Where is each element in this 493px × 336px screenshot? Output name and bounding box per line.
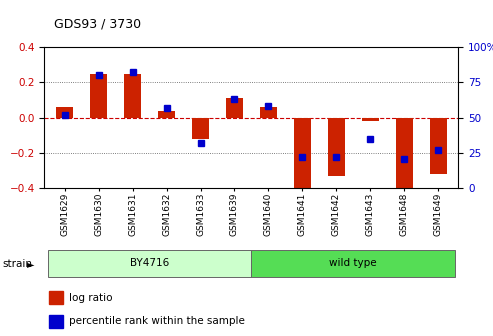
Bar — [56, 107, 73, 118]
Bar — [192, 118, 209, 139]
Text: ►: ► — [27, 259, 35, 269]
Bar — [226, 98, 243, 118]
Text: strain: strain — [2, 259, 33, 269]
Bar — [158, 111, 175, 118]
Bar — [90, 74, 107, 118]
Text: percentile rank within the sample: percentile rank within the sample — [69, 317, 245, 326]
Bar — [294, 118, 311, 194]
Bar — [260, 107, 277, 118]
Text: log ratio: log ratio — [69, 293, 113, 303]
Bar — [328, 118, 345, 176]
Text: GDS93 / 3730: GDS93 / 3730 — [54, 17, 141, 30]
Bar — [48, 291, 63, 304]
FancyBboxPatch shape — [251, 250, 455, 278]
Bar — [429, 118, 447, 174]
Bar — [362, 118, 379, 121]
Text: wild type: wild type — [329, 258, 377, 268]
FancyBboxPatch shape — [48, 250, 251, 278]
Text: BY4716: BY4716 — [130, 258, 169, 268]
Bar — [124, 74, 141, 118]
Bar — [48, 315, 63, 328]
Bar — [396, 118, 413, 194]
